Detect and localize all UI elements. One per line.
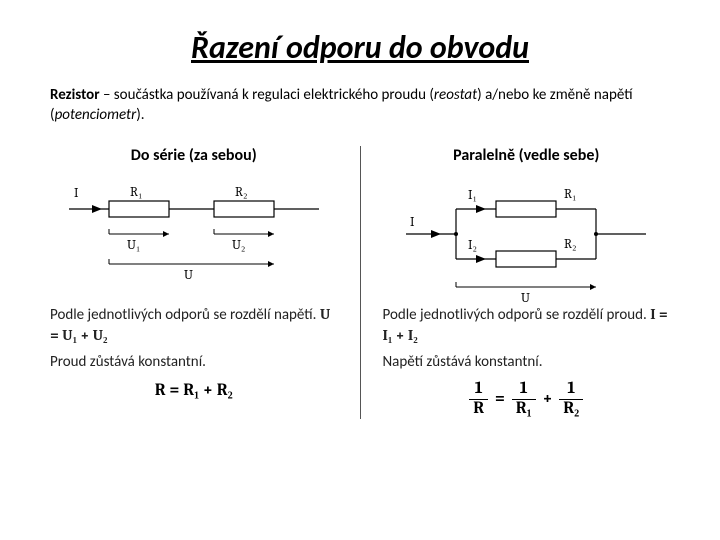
parallel-formula: 1 R = 1 R₁ + 1 R₂	[383, 380, 671, 418]
frac-1R: 1 R	[469, 380, 488, 418]
series-note-text: Podle jednotlivých odporů se rozdělí nap…	[50, 306, 320, 324]
den-R: R	[469, 400, 488, 419]
intro-paragraph: Rezistor – součástka používaná k regulac…	[50, 85, 670, 126]
label-R1p: R₁	[564, 187, 577, 202]
term-rezistor: Rezistor	[50, 86, 100, 104]
num-1b: 1	[559, 380, 583, 400]
parallel-const: Napětí zůstává konstantní.	[383, 352, 671, 372]
label-U1: U₁	[127, 238, 140, 253]
intro-t1: – součástka používaná k regulaci elektri…	[100, 86, 434, 104]
paren-potenciometr: potenciometr	[55, 106, 137, 124]
eq-sign: =	[495, 390, 505, 409]
label-I2: I₂	[468, 238, 477, 253]
label-R2p: R₂	[564, 237, 577, 252]
paren-reostat: reostat	[434, 86, 477, 104]
label-I: I	[74, 186, 79, 201]
label-R2: R₂	[235, 185, 248, 200]
num-1: 1	[469, 380, 488, 400]
series-column: Do série (za sebou) I R₁ R₂	[50, 146, 361, 419]
parallel-diagram: I I₁ I₂ R₁ R₂ U	[396, 179, 656, 294]
label-U2: U₂	[232, 238, 245, 253]
series-note: Podle jednotlivých odporů se rozdělí nap…	[50, 304, 338, 347]
intro-t3: ).	[136, 106, 144, 124]
label-R1: R₁	[130, 185, 143, 200]
page-title: Řazení odporu do obvodu	[50, 28, 670, 67]
two-column-layout: Do série (za sebou) I R₁ R₂	[50, 146, 670, 419]
parallel-column: Paralelně (vedle sebe)	[361, 146, 671, 419]
label-U: U	[184, 268, 193, 283]
den-R1: R₁	[512, 400, 536, 419]
series-const: Proud zůstává konstantní.	[50, 352, 338, 372]
plus-sign: +	[542, 390, 552, 409]
frac-1R2: 1 R₂	[559, 380, 583, 418]
series-formula: R = R₁ + R₂	[50, 380, 338, 400]
frac-1R1: 1 R₁	[512, 380, 536, 418]
label-Up: U	[521, 291, 530, 306]
label-I1: I₁	[468, 188, 477, 203]
label-Ip: I	[410, 215, 415, 230]
den-R2: R₂	[559, 400, 583, 419]
parallel-note: Podle jednotlivých odporů se rozdělí pro…	[383, 304, 671, 347]
parallel-heading: Paralelně (vedle sebe)	[383, 146, 671, 165]
series-heading: Do série (za sebou)	[50, 146, 338, 165]
series-diagram: I R₁ R₂ U₁ U₂ U	[64, 179, 324, 294]
num-1a: 1	[512, 380, 536, 400]
